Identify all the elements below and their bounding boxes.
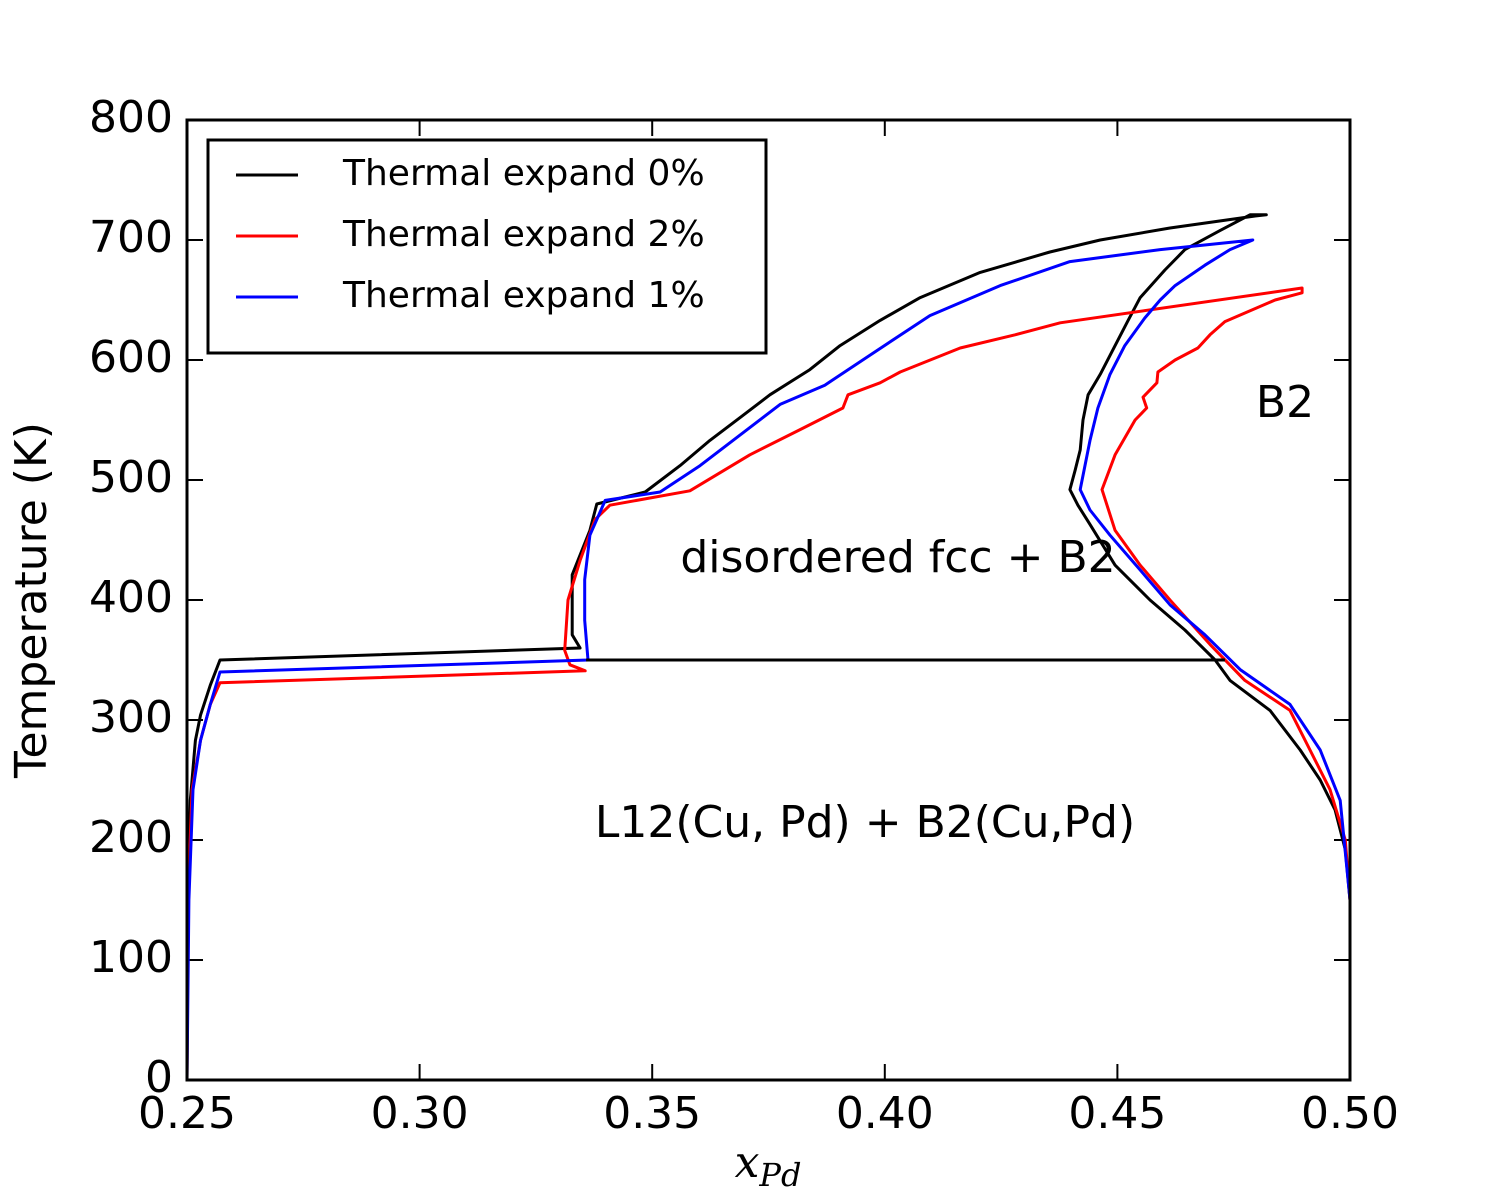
x-tick-label: 0.25	[138, 1088, 236, 1139]
y-tick-label: 300	[89, 692, 173, 743]
annotation: L12(Cu, Pd) + B2(Cu,Pd)	[595, 797, 1135, 848]
y-tick-label: 800	[89, 92, 173, 143]
y-tick-label: 500	[89, 452, 173, 503]
plot-frame	[185, 118, 1352, 1082]
series-line	[185, 286, 1352, 1081]
series-line	[185, 238, 1352, 1081]
legend-box	[206, 138, 768, 355]
y-tick-label: 700	[89, 212, 173, 263]
x-tick-label: 0.45	[1068, 1088, 1166, 1139]
legend-label: Thermal expand 1%	[342, 275, 705, 316]
y-tick-label: 0	[145, 1052, 173, 1103]
y-tick-label: 100	[89, 932, 173, 983]
legend-label: Thermal expand 0%	[342, 153, 705, 194]
y-tick-label: 200	[89, 812, 173, 863]
x-axis-label: xPd	[735, 1137, 802, 1194]
x-tick-label: 0.40	[836, 1088, 934, 1139]
x-tick-label: 0.50	[1301, 1088, 1399, 1139]
y-tick-label: 600	[89, 332, 173, 383]
y-tick-label: 400	[89, 572, 173, 623]
x-tick-label: 0.30	[371, 1088, 469, 1139]
annotation: B2	[1256, 377, 1314, 428]
legend-label: Thermal expand 2%	[342, 214, 705, 255]
x-axis-label-main: x	[735, 1137, 760, 1188]
x-tick-label: 0.35	[603, 1088, 701, 1139]
x-axis-label-sub: Pd	[758, 1156, 801, 1194]
series-line	[185, 213, 1352, 1081]
y-axis-label: Temperature (K)	[6, 422, 57, 779]
annotation: disordered fcc + B2	[680, 532, 1115, 583]
